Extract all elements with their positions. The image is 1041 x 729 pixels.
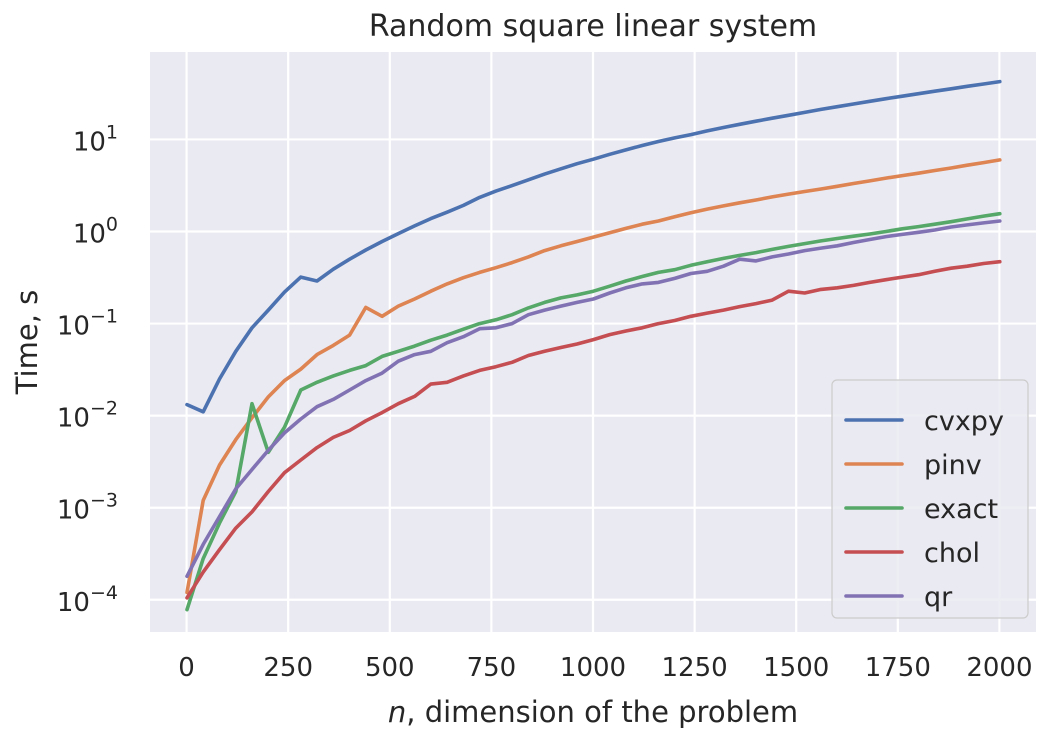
x-axis-label: n, dimension of the problem [388,695,798,729]
series-line-qr [185,219,1002,579]
x-tick-label: 250 [263,653,313,683]
series-line-cvxpy [185,79,1002,414]
legend-label-pinv: pinv [924,450,982,481]
y-tick-label: 10−4 [57,582,118,618]
y-tick-label: 101 [73,121,118,157]
chart-title: Random square linear system [369,9,817,44]
y-axis-label: Time, s [10,290,44,396]
x-tick-labels: 0 250 500 750 1000 1250 1500 1750 2000 [178,653,1032,683]
legend-label-qr: qr [924,582,953,613]
y-tick-label: 10−2 [57,398,118,434]
y-tick-label: 10−1 [57,306,118,342]
y-tick-label: 100 [73,214,118,250]
legend-label-cvxpy: cvxpy [924,406,1004,437]
y-tick-labels: 101 100 10−1 10−2 10−3 10−4 [57,121,118,617]
x-tick-label: 0 [178,653,195,683]
x-tick-label: 2000 [966,653,1032,683]
x-tick-label: 1500 [763,653,829,683]
legend: cvxpy pinv exact chol qr [831,379,1029,619]
series-line-exact [185,211,1002,612]
series-layer [185,79,1002,612]
x-tick-label: 1000 [560,653,626,683]
legend-label-exact: exact [924,494,998,525]
x-axis-label-rest: , dimension of the problem [406,695,798,729]
series-line-pinv [185,158,1002,595]
legend-label-chol: chol [924,538,980,569]
x-tick-label: 1750 [865,653,931,683]
x-tick-label: 750 [467,653,517,683]
x-tick-label: 1250 [662,653,728,683]
series-line-chol [185,259,1002,600]
y-tick-label: 10−3 [57,490,118,526]
legend-box [831,379,1029,619]
x-tick-label: 500 [365,653,415,683]
x-axis-label-var: n [388,695,406,729]
